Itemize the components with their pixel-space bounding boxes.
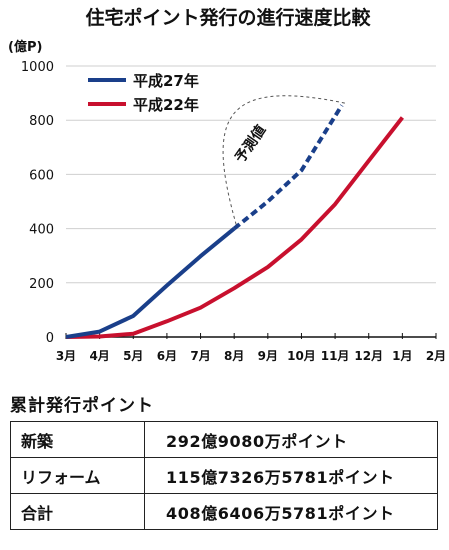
x-tick-label: 8月 xyxy=(224,349,244,363)
x-tick-label: 4月 xyxy=(89,349,109,363)
row-value-reform: 115億7326万5781ポイント xyxy=(144,457,438,494)
y-axis-tick-labels: 0 200 400 600 800 1000 xyxy=(21,60,54,346)
x-tick-label: 5月 xyxy=(123,349,143,363)
series-line-actual xyxy=(65,116,404,339)
x-tick-label: 1月 xyxy=(392,349,412,363)
x-tick-label: 10月 xyxy=(287,349,316,363)
x-tick-label: 3月 xyxy=(56,349,76,363)
series-line-actual xyxy=(65,227,236,339)
chart-title: 住宅ポイント発行の進行速度比較 xyxy=(85,6,371,29)
x-axis-tick-labels: 3月 4月 5月 6月 7月 8月 9月 10月 11月 12月 1月 2月 xyxy=(56,333,446,363)
y-tick-label: 1000 xyxy=(21,60,54,75)
line-chart: 住宅ポイント発行の進行速度比較 (億P) 0 200 400 600 800 1000 3… xyxy=(8,6,446,363)
x-tick-label: 12月 xyxy=(354,349,383,363)
row-label-new-build: 新築 xyxy=(10,421,145,458)
gridlines xyxy=(66,65,436,284)
x-tick-label: 6月 xyxy=(157,349,177,363)
forecast-annotation-arc xyxy=(222,95,346,225)
row-label-reform: リフォーム xyxy=(10,457,145,494)
totals-table: 新築 292億9080万ポイント リフォーム 115億7326万5781ポイント… xyxy=(10,421,438,530)
legend-label-h22: 平成22年 xyxy=(133,96,199,114)
legend: 平成27年 平成22年 xyxy=(88,72,199,114)
series-line-forecast xyxy=(232,104,344,231)
x-tick-label: 9月 xyxy=(258,349,278,363)
x-tick-label: 7月 xyxy=(190,349,210,363)
x-tick-label: 2月 xyxy=(426,349,446,363)
row-label-total: 合計 xyxy=(10,493,145,530)
y-tick-label: 800 xyxy=(29,114,54,129)
y-tick-label: 0 xyxy=(46,331,54,346)
legend-label-h27: 平成27年 xyxy=(133,72,199,90)
row-value-new-build: 292億9080万ポイント xyxy=(144,421,438,458)
table-row: 合計 408億6406万5781ポイント xyxy=(10,493,438,530)
table-row: リフォーム 115億7326万5781ポイント xyxy=(10,457,438,494)
table-row: 新築 292億9080万ポイント xyxy=(10,421,438,458)
y-tick-label: 600 xyxy=(29,168,54,183)
totals-section-title: 累計発行ポイント xyxy=(10,396,154,416)
x-tick-label: 11月 xyxy=(321,349,350,363)
forecast-annotation-label: 予測値 xyxy=(231,122,269,166)
y-tick-label: 200 xyxy=(29,277,54,292)
y-axis-unit-label: (億P) xyxy=(8,39,42,55)
series-lines xyxy=(65,104,404,339)
y-tick-label: 400 xyxy=(29,223,54,238)
row-value-total: 408億6406万5781ポイント xyxy=(144,493,438,530)
